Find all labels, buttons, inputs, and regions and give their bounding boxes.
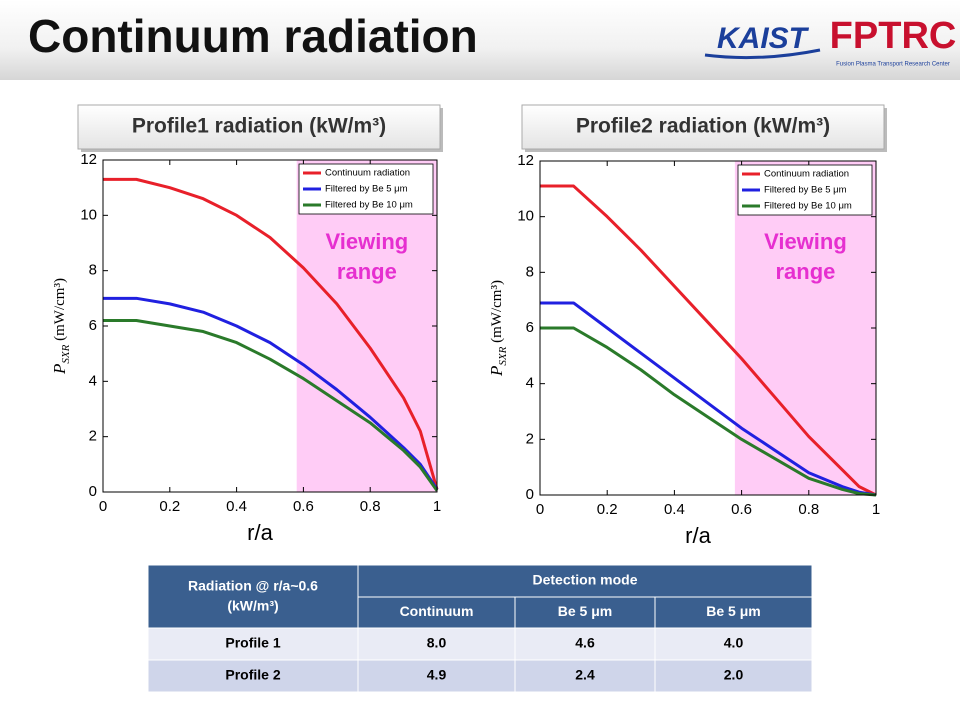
y-tick-label: 6 [89,317,97,334]
column-header-cell [357,596,516,629]
legend-box [737,164,873,216]
plot-frame [539,160,877,496]
y-label-main: P [487,366,506,377]
table-cell-text: Profile 2 [225,667,280,683]
series-line [540,184,877,497]
group-cell [357,564,813,598]
y-tick-label: 0 [89,483,97,500]
y-label-sub: SXR [497,346,509,365]
y-tick-label: 2 [526,430,534,447]
legend-label: Continuum radiation [325,168,410,179]
chart: Profile2 radiation (kW/m³) Viewing range 0 2… [487,104,887,548]
x-tick-label: 0.6 [293,498,314,515]
y-tick-label: 12 [80,151,97,168]
header-band [0,0,960,80]
x-tick-label: 0.8 [360,498,381,515]
table-cell [654,659,813,693]
table: Radiation @ r/a~0.6 (kW/m³) Detection mode… [147,564,813,693]
chart-title: Profile1 radiation (kW/m³) [132,115,386,138]
y-axis-label: PSXR (mW/cm³) [487,280,509,377]
viewing-range-label: range [337,259,397,284]
table-cell [357,659,516,693]
x-axis-label: r/a [247,520,273,545]
series-line [103,318,439,492]
x-tick-label: 0.6 [731,501,752,518]
y-tick-label: 8 [526,263,534,280]
kaist-swoosh [704,48,821,60]
table-cell [514,627,656,661]
series-line [103,177,439,490]
series-line [103,296,439,491]
y-tick-label: 4 [526,375,534,392]
x-tick-label: 0.8 [798,501,819,518]
charts: Profile1 radiation (kW/m³) Viewing range 0 2… [50,104,887,548]
column-header-cell [514,596,656,629]
table-cell-text: 4.9 [427,667,447,683]
x-tick-label: 0.4 [664,501,685,518]
chart: Profile1 radiation (kW/m³) Viewing range 0 2… [50,104,443,545]
column-header: Be 5 μm [558,603,612,619]
y-tick-label: 0 [526,486,534,503]
column-header: Be 5 μm [706,603,760,619]
corner-label: (kW/m³) [227,598,278,614]
x-tick-label: 0 [99,498,107,515]
table-cell-text: 4.0 [724,635,744,651]
x-tick-label: 1 [433,498,441,515]
y-axis-label: PSXR (mW/cm³) [50,278,72,375]
x-tick-label: 1 [872,501,880,518]
fptrc-logo: FPTRC [830,15,957,57]
table-cell-text: 4.6 [575,635,595,651]
chart-title: Profile2 radiation (kW/m³) [576,115,830,138]
table-cell-text: 2.4 [575,667,595,683]
legend-label: Filtered by Be 5 μm [325,184,408,195]
y-label-main: P [50,364,69,375]
y-tick-label: 6 [526,319,534,336]
legend-label: Continuum radiation [764,169,849,180]
x-tick-label: 0.4 [226,498,247,515]
y-label-unit: (mW/cm³) [489,280,505,347]
title-box [521,104,885,150]
title-box [77,104,441,150]
legend-label: Filtered by Be 5 μm [764,185,847,196]
column-header: Continuum [400,603,474,619]
series-line [540,301,877,497]
group-label: Detection mode [532,572,637,588]
legend-label: Filtered by Be 10 μm [764,201,852,212]
viewing-range-label: range [775,259,835,284]
kaist-logo: KAIST [717,22,810,55]
table-cell-text: Profile 1 [225,635,280,651]
x-tick-label: 0 [536,501,544,518]
y-tick-label: 2 [89,428,97,445]
table-cell-text: 2.0 [724,667,744,683]
x-axis-label: r/a [685,523,711,548]
series-line [540,326,877,497]
y-tick-label: 12 [517,152,534,169]
y-tick-label: 10 [517,208,534,225]
y-label-sub: SXR [60,344,72,363]
table-cell-text: 8.0 [427,635,447,651]
fptrc-subtitle: Fusion Plasma Transport Research Center [836,62,950,68]
slide-title: Continuum radiation [28,10,478,62]
x-tick-label: 0.2 [597,501,618,518]
viewing-range [296,160,437,492]
plot-frame [102,159,438,493]
corner-label: Radiation @ r/a~0.6 [188,578,318,594]
corner-cell [147,564,359,629]
viewing-range-label: Viewing [764,229,847,254]
y-tick-label: 4 [89,372,97,389]
legend-label: Filtered by Be 10 μm [325,200,413,211]
table-cell [147,627,359,661]
table-cell [654,627,813,661]
legend-box [298,163,434,215]
table-cell [147,659,359,693]
y-tick-label: 10 [80,206,97,223]
viewing-range-label: Viewing [325,229,408,254]
x-tick-label: 0.2 [159,498,180,515]
y-tick-label: 8 [89,262,97,279]
y-label-unit: (mW/cm³) [52,278,68,345]
